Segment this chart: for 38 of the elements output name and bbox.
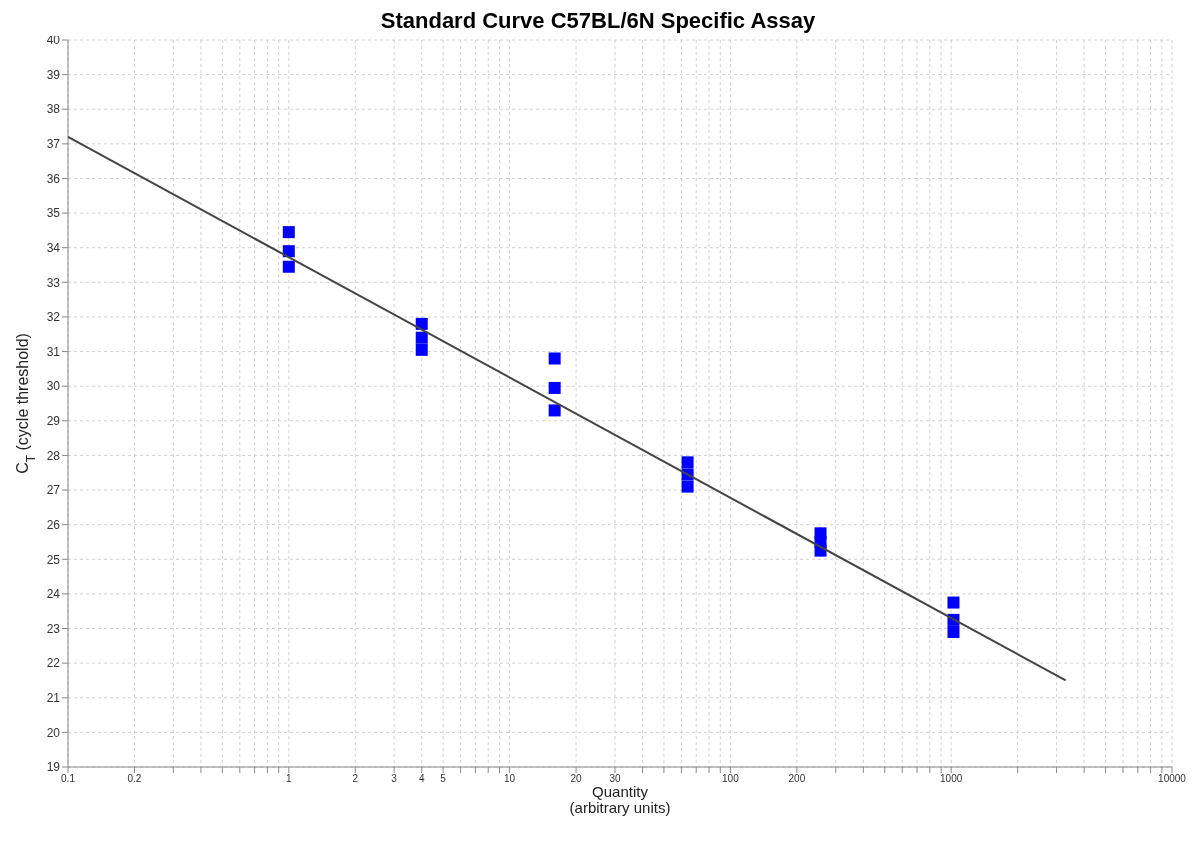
y-tick-label: 25 <box>46 552 61 567</box>
x-tick-label: 1000 <box>940 773 963 785</box>
x-tick-label: 3 <box>391 773 398 785</box>
x-tick-label: 20 <box>570 773 583 785</box>
y-tick-label: 24 <box>46 587 61 602</box>
x-tick-label: 5 <box>440 773 447 785</box>
x-tick-label: 10000 <box>1158 773 1187 785</box>
y-tick-label: 39 <box>46 67 61 82</box>
x-tick-label: 0.1 <box>61 773 76 785</box>
x-tick-label: 200 <box>788 773 806 785</box>
x-axis-title: Quantity (arbitrary units) <box>569 783 671 816</box>
y-tick-label: 19 <box>46 760 61 775</box>
y-tick-label: 20 <box>46 725 61 740</box>
y-tick-label: 26 <box>46 517 61 532</box>
y-tick-label: 38 <box>46 102 61 117</box>
y-tick-label: 35 <box>46 206 61 221</box>
y-tick-label: 21 <box>46 691 61 706</box>
x-tick-label: 30 <box>609 773 621 785</box>
x-tick-label: 4 <box>418 773 425 785</box>
x-tick-label: 1 <box>286 773 293 785</box>
x-tick-label: 10 <box>504 773 516 785</box>
y-tick-label: 31 <box>46 344 61 359</box>
x-tick-label: 2 <box>352 773 359 785</box>
y-tick-label: 37 <box>46 137 61 152</box>
y-tick-label: 40 <box>46 33 61 48</box>
y-tick-label: 32 <box>46 310 61 325</box>
y-tick-label: 34 <box>46 240 61 255</box>
x-tick-label: 100 <box>722 773 740 785</box>
y-tick-label: 22 <box>46 656 61 671</box>
y-tick-label: 23 <box>46 621 61 636</box>
y-tick-label: 33 <box>46 275 61 290</box>
y-tick-label: 36 <box>46 171 61 186</box>
x-tick-label: 0.2 <box>127 773 142 785</box>
y-tick-label: 30 <box>46 379 61 394</box>
y-tick-label: 29 <box>46 414 61 429</box>
y-tick-label: 27 <box>46 483 61 498</box>
chart-title: Standard Curve C57BL/6N Specific Assay <box>380 8 816 33</box>
y-tick-label: 28 <box>46 448 61 463</box>
